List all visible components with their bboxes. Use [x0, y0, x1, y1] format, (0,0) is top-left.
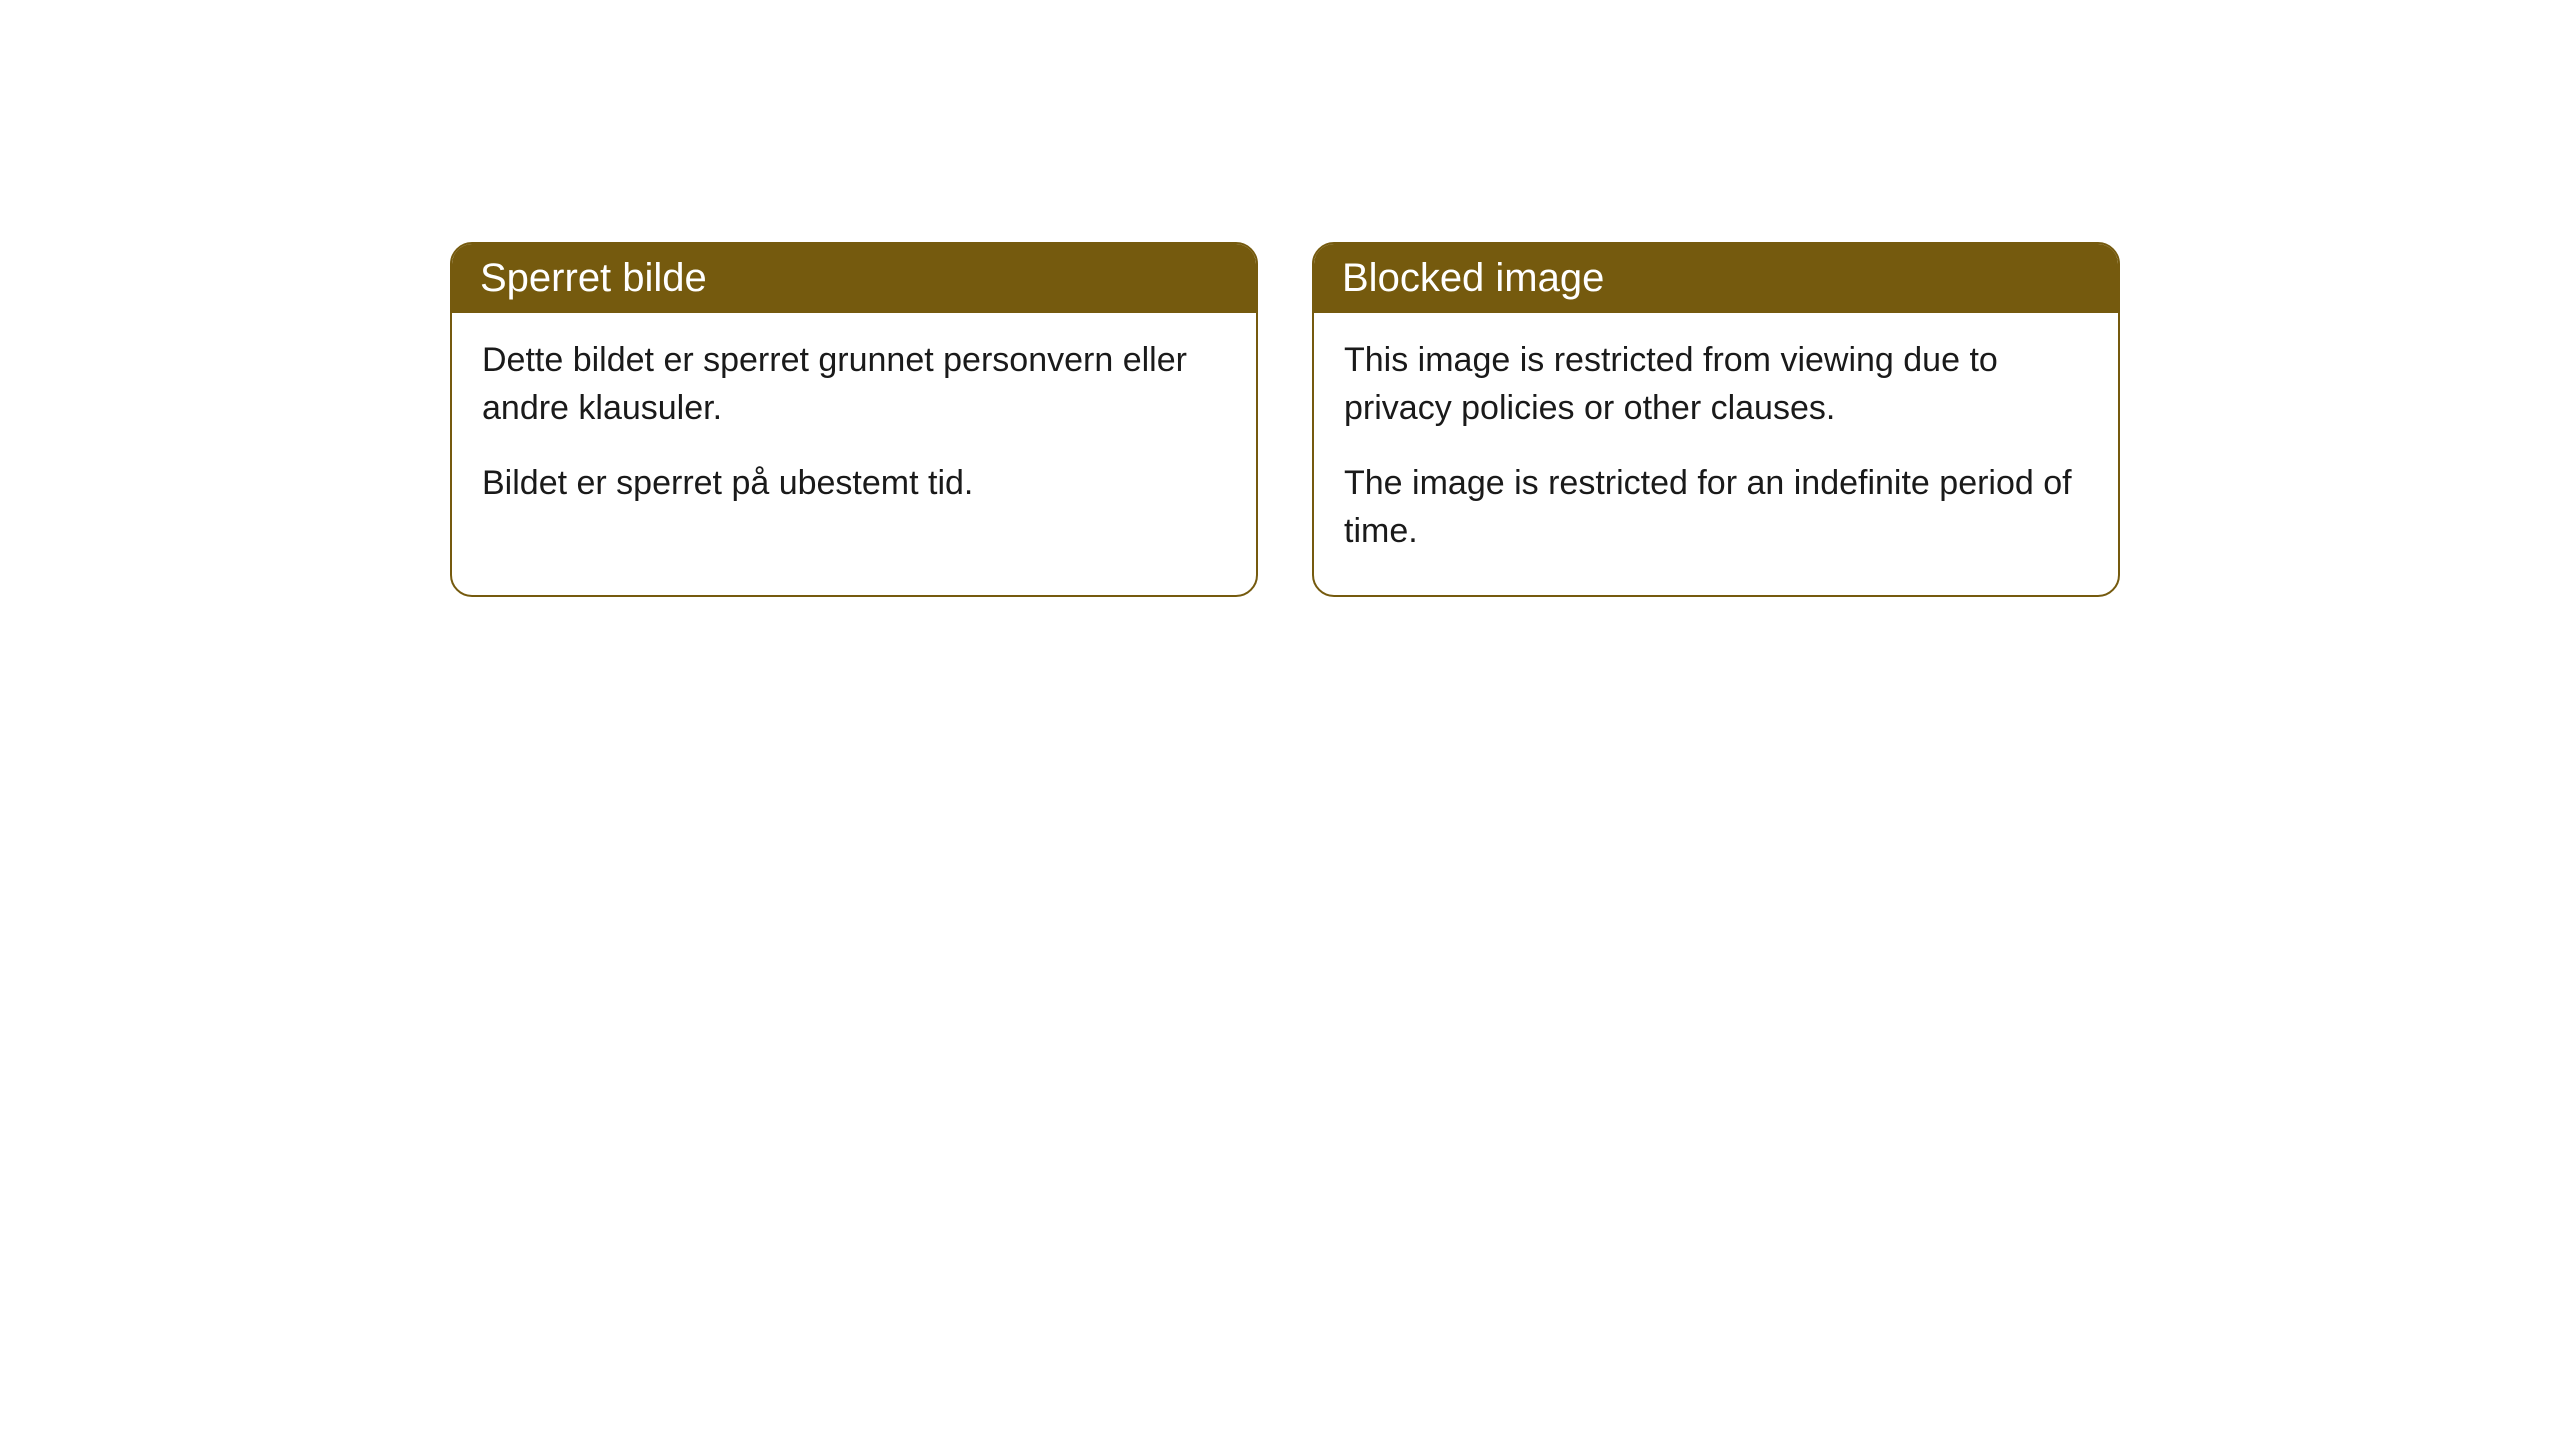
card-norwegian: Sperret bilde Dette bildet er sperret gr…: [450, 242, 1258, 597]
card-paragraph-2-norwegian: Bildet er sperret på ubestemt tid.: [482, 460, 1226, 508]
card-paragraph-1-english: This image is restricted from viewing du…: [1344, 337, 2088, 432]
cards-container: Sperret bilde Dette bildet er sperret gr…: [0, 0, 2560, 597]
card-header-english: Blocked image: [1314, 244, 2118, 313]
card-body-norwegian: Dette bildet er sperret grunnet personve…: [452, 313, 1256, 548]
card-header-norwegian: Sperret bilde: [452, 244, 1256, 313]
card-english: Blocked image This image is restricted f…: [1312, 242, 2120, 597]
card-paragraph-1-norwegian: Dette bildet er sperret grunnet personve…: [482, 337, 1226, 432]
card-paragraph-2-english: The image is restricted for an indefinit…: [1344, 460, 2088, 555]
card-body-english: This image is restricted from viewing du…: [1314, 313, 2118, 595]
